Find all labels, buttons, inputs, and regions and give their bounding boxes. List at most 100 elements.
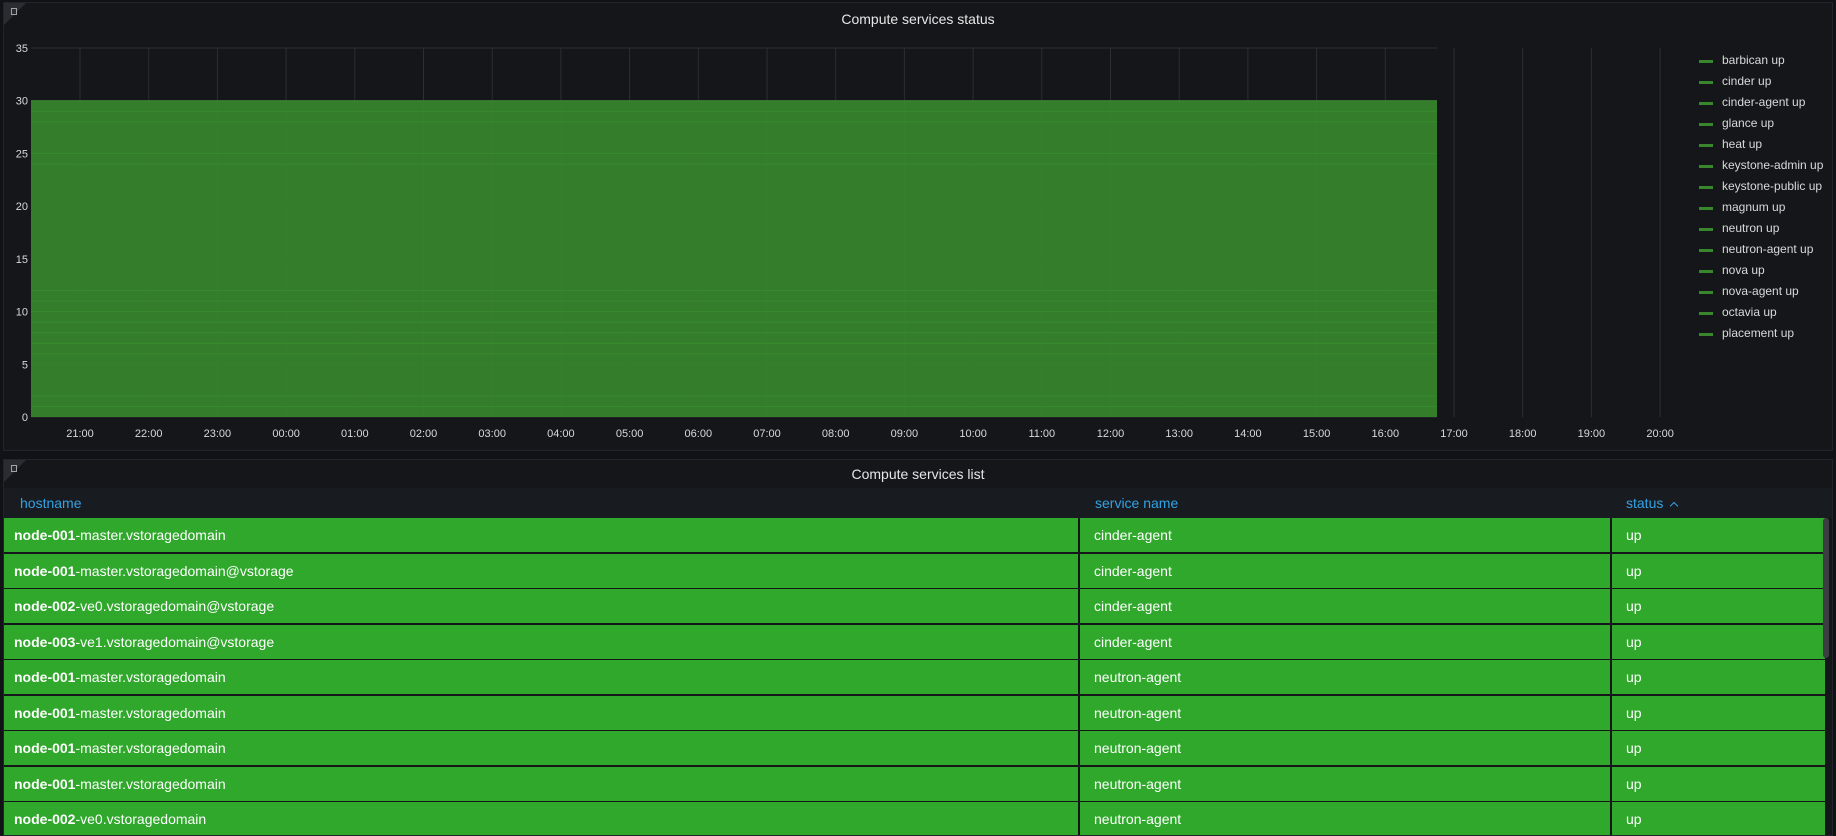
hostname-domain: -master.vstoragedomain: [75, 775, 226, 792]
status-panel-title[interactable]: Compute services status: [841, 11, 995, 27]
series-area-keystone-public-up: [31, 311, 1437, 323]
table-row[interactable]: node-002-ve0.vstoragedomain neutron-agent…: [4, 802, 1825, 835]
legend-label: neutron-agent up: [1722, 241, 1814, 256]
legend-item[interactable]: keystone-public up: [1699, 175, 1823, 196]
cell-status: up: [1612, 695, 1825, 730]
x-tick-label: 15:00: [1303, 428, 1331, 440]
table-row[interactable]: node-001-master.vstoragedomain cinder-age…: [4, 518, 1825, 552]
cell-status: up: [1612, 624, 1825, 659]
legend-item[interactable]: nova-agent up: [1699, 280, 1823, 301]
hostname-node: node-003: [14, 633, 76, 650]
column-header-hostname[interactable]: hostname: [20, 495, 82, 511]
panel-menu-icon[interactable]: [11, 465, 17, 472]
legend-item[interactable]: barbican up: [1699, 49, 1823, 70]
legend-swatch: [1699, 291, 1713, 294]
x-tick-label: 07:00: [753, 428, 781, 440]
x-tick-label: 01:00: [341, 428, 369, 440]
chart-legend: barbican up cinder up cinder-agent up glanc…: [1699, 49, 1823, 343]
legend-item[interactable]: neutron up: [1699, 217, 1823, 238]
legend-swatch: [1699, 81, 1713, 84]
x-tick-label: 22:00: [135, 428, 163, 440]
column-header-service-name[interactable]: service name: [1095, 495, 1179, 511]
legend-item[interactable]: heat up: [1699, 133, 1823, 154]
cell-hostname: node-002-ve0.vstoragedomain@vstorage: [4, 589, 1078, 623]
table-scrollbar[interactable]: [1823, 518, 1829, 658]
hostname-domain: -ve0.vstoragedomain@vstorage: [75, 598, 275, 614]
legend-swatch: [1699, 249, 1713, 252]
cell-service-name: neutron-agent: [1080, 695, 1610, 730]
table-row[interactable]: node-001-master.vstoragedomain neutron-ag…: [4, 766, 1825, 801]
table-row[interactable]: node-002-ve0.vstoragedomain@vstorage cind…: [4, 589, 1825, 623]
x-tick-label: 14:00: [1234, 428, 1262, 440]
table-row[interactable]: node-001-master.vstoragedomain neutron-ag…: [4, 695, 1825, 730]
cell-status: up: [1612, 766, 1825, 801]
cell-service-name: cinder-agent: [1080, 624, 1610, 659]
hostname-node: node-001: [14, 669, 76, 685]
legend-item[interactable]: magnum up: [1699, 196, 1823, 217]
cell-service-name: cinder-agent: [1080, 589, 1610, 623]
x-tick-label: 04:00: [547, 428, 575, 440]
x-tick-label: 09:00: [891, 428, 919, 440]
y-tick-label: 10: [16, 307, 28, 319]
cell-hostname: node-001-master.vstoragedomain: [4, 695, 1078, 730]
cell-hostname: node-001-master.vstoragedomain: [4, 766, 1078, 801]
cell-hostname: node-001-master.vstoragedomain: [4, 731, 1078, 765]
x-tick-label: 17:00: [1440, 428, 1468, 440]
legend-swatch: [1699, 123, 1713, 126]
status-chart[interactable]: 0 5 10 15 20 25 30 35 21:00 22:00 23:00 00:00 01:00 0…: [4, 3, 1692, 450]
hostname-node: node-001: [14, 775, 76, 792]
y-tick-label: 35: [16, 43, 28, 55]
legend-swatch: [1699, 207, 1713, 210]
legend-swatch: [1699, 144, 1713, 147]
x-tick-label: 05:00: [616, 428, 644, 440]
cell-hostname: node-003-ve1.vstoragedomain@vstorage: [4, 624, 1078, 659]
cell-status: up: [1612, 802, 1825, 835]
x-tick-label: 20:00: [1646, 428, 1674, 440]
hostname-node: node-001: [14, 704, 76, 721]
table-row[interactable]: node-001-master.vstoragedomain neutron-ag…: [4, 660, 1825, 694]
cell-hostname: node-001-master.vstoragedomain: [4, 660, 1078, 694]
series-area-heat-up: [31, 332, 1437, 344]
hostname-node: node-002: [14, 811, 76, 827]
cell-status: up: [1612, 553, 1825, 588]
cell-status: up: [1612, 660, 1825, 694]
legend-item[interactable]: nova up: [1699, 259, 1823, 280]
x-tick-label: 13:00: [1165, 428, 1193, 440]
series-area-placement-up: [31, 100, 1437, 112]
legend-swatch: [1699, 270, 1713, 273]
series-area-keystone-admin-up: [31, 322, 1437, 333]
table-row[interactable]: node-003-ve1.vstoragedomain@vstorage cind…: [4, 624, 1825, 659]
legend-swatch: [1699, 186, 1713, 189]
y-tick-label: 0: [22, 412, 28, 424]
legend-item[interactable]: cinder-agent up: [1699, 91, 1823, 112]
hostname-node: node-001: [14, 740, 76, 756]
column-header-status-label: status: [1626, 495, 1664, 511]
legend-swatch: [1699, 102, 1713, 105]
table-header: hostname service name status: [4, 488, 1832, 518]
table-row[interactable]: node-001-master.vstoragedomain neutron-ag…: [4, 731, 1825, 765]
legend-item[interactable]: octavia up: [1699, 301, 1823, 322]
table-row[interactable]: node-001-master.vstoragedomain@vstorage c…: [4, 553, 1825, 588]
legend-item[interactable]: placement up: [1699, 322, 1823, 343]
legend-item[interactable]: keystone-admin up: [1699, 154, 1823, 175]
x-tick-label: 10:00: [959, 428, 987, 440]
hostname-node: node-001: [14, 527, 76, 543]
column-header-status[interactable]: status: [1626, 488, 1679, 518]
y-tick-label: 5: [22, 359, 28, 371]
legend-label: cinder-agent up: [1722, 94, 1806, 109]
list-panel-title[interactable]: Compute services list: [851, 466, 985, 482]
x-tick-label: 06:00: [685, 428, 713, 440]
legend-item[interactable]: glance up: [1699, 112, 1823, 133]
legend-item[interactable]: neutron-agent up: [1699, 238, 1823, 259]
legend-swatch: [1699, 228, 1713, 231]
cell-service-name: neutron-agent: [1080, 660, 1610, 694]
series-area-glance-up: [31, 343, 1437, 354]
hostname-node: node-001: [14, 562, 76, 579]
x-tick-label: 00:00: [272, 428, 300, 440]
x-tick-label: 11:00: [1028, 428, 1055, 440]
y-tick-label: 30: [16, 96, 28, 108]
legend-item[interactable]: cinder up: [1699, 70, 1823, 91]
legend-label: placement up: [1722, 325, 1795, 340]
legend-label: barbican up: [1722, 52, 1785, 67]
panel-menu-icon[interactable]: [11, 8, 17, 15]
